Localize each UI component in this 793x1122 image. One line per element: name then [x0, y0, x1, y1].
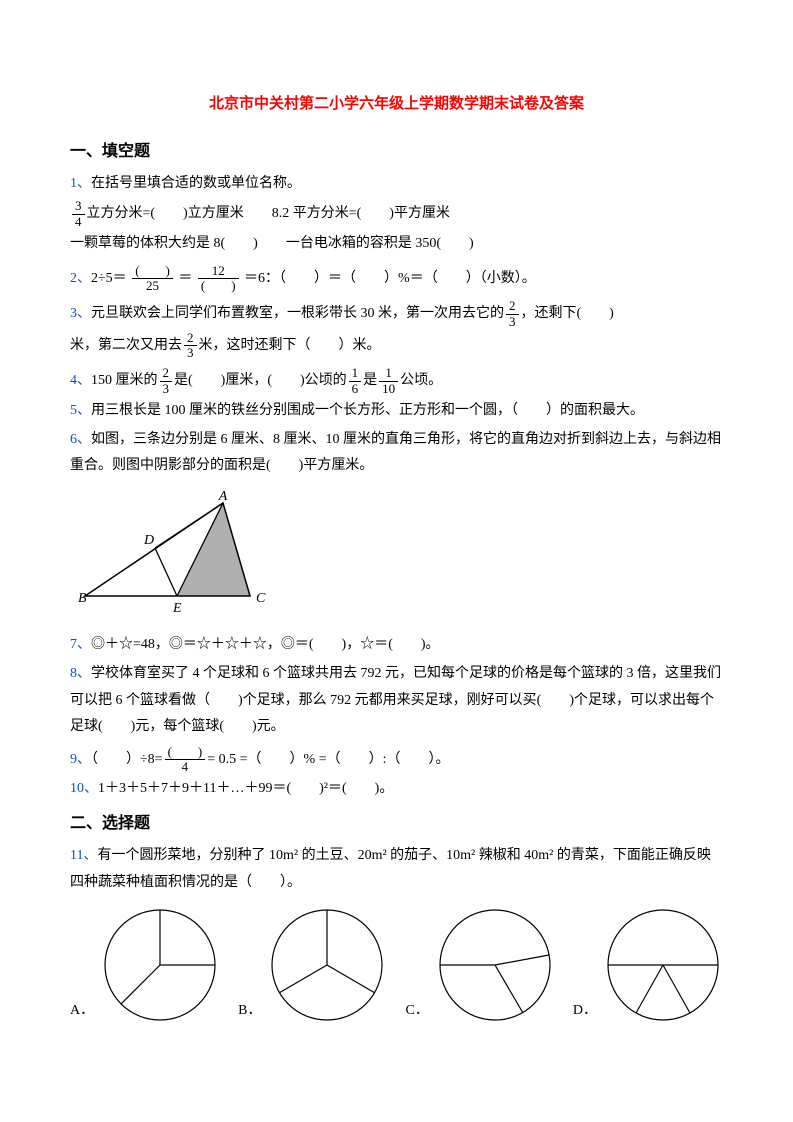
q8-number: 8、	[70, 666, 91, 681]
question-6: 6、如图，三条边分别是 6 厘米、8 厘米、10 厘米的直角三角形，将它的直角边…	[70, 427, 723, 480]
q5-number: 5、	[70, 403, 91, 418]
q9-b: = 0.5 =（ ）% =（ ）:（ ）。	[207, 752, 449, 767]
option-d-label: D．	[573, 998, 597, 1025]
q10-number: 10、	[70, 781, 98, 796]
q11-options: A． B． C． D．	[70, 905, 723, 1025]
pie-c-icon	[435, 905, 555, 1025]
q3-number: 3、	[70, 306, 91, 321]
q3-frac1: 23	[506, 299, 519, 329]
q2-eq1: ＝	[178, 271, 192, 286]
question-2: 2、2÷5＝ ( )25 ＝ 12( ) ＝6：（ ）＝（ ）%＝（ ）（小数）…	[70, 264, 723, 294]
q4-frac2: 16	[349, 366, 362, 396]
svg-text:E: E	[172, 601, 182, 616]
option-a[interactable]: A．	[70, 905, 220, 1025]
q3-line2: 米，第二次又用去23米，这时还剩下（ ）米。	[70, 331, 723, 361]
option-c[interactable]: C．	[406, 905, 555, 1025]
section-2-heading: 二、选择题	[70, 809, 723, 839]
q3-line2a: 米，第二次又用去	[70, 338, 182, 353]
option-a-label: A．	[70, 998, 94, 1025]
q3-line2b: 米，这时还剩下（ ）米。	[199, 338, 381, 353]
question-9: 9、（ ）÷8=( )4= 0.5 =（ ）% =（ ）:（ ）。	[70, 745, 723, 775]
svg-text:B: B	[78, 591, 87, 606]
pie-d-icon	[603, 905, 723, 1025]
q10-text: 1＋3＋5＋7＋9＋11＋…＋99＝( )²＝( )。	[98, 781, 393, 796]
q7-number: 7、	[70, 637, 91, 652]
q3-line1a: 元旦联欢会上同学们布置教室，一根彩带长 30 米，第一次用去它的	[91, 306, 504, 321]
triangle-figure: A B C D E	[70, 488, 723, 629]
svg-text:D: D	[143, 533, 154, 548]
pie-a-icon	[100, 905, 220, 1025]
q8-text: 学校体育室买了 4 个足球和 6 个篮球共用去 792 元，已知每个足球的价格是…	[70, 666, 721, 734]
pie-b-icon	[267, 905, 387, 1025]
q1-number: 1、	[70, 176, 91, 191]
option-b[interactable]: B．	[238, 905, 387, 1025]
page-title: 北京市中关村第二小学六年级上学期数学期末试卷及答案	[70, 90, 723, 119]
q6-text: 如图，三条边分别是 6 厘米、8 厘米、10 厘米的直角三角形，将它的直角边对折…	[70, 432, 721, 474]
q11-text: 有一个圆形菜地，分别种了 10m² 的土豆、20m² 的茄子、10m² 辣椒和 …	[70, 848, 711, 890]
q2-rest: ＝6：（ ）＝（ ）%＝（ ）（小数）。	[244, 271, 536, 286]
q1-line3: 一颗草莓的体积大约是 8( ) 一台电冰箱的容积是 350( )	[70, 231, 723, 258]
q7-text: ◎＋☆=48，◎＝☆＋☆＋☆，◎＝( )，☆＝( )。	[91, 637, 440, 652]
q1-text: 在括号里填合适的数或单位名称。	[91, 176, 301, 191]
q4-frac3: 110	[379, 366, 398, 396]
q1-line2-text: 立方分米=( )立方厘米 8.2 平方分米=( )平方厘米	[87, 207, 450, 222]
question-3: 3、元旦联欢会上同学们布置教室，一根彩带长 30 米，第一次用去它的23，还剩下…	[70, 299, 723, 329]
q3-line1b: ，还剩下( )	[521, 306, 614, 321]
option-c-label: C．	[406, 998, 429, 1025]
q2-number: 2、	[70, 271, 91, 286]
q1-line2: 34立方分米=( )立方厘米 8.2 平方分米=( )平方厘米	[70, 199, 723, 229]
q4-c: 是	[363, 373, 377, 388]
q2-pre: 2÷5＝	[91, 271, 127, 286]
q4-a: 150 厘米的	[91, 373, 158, 388]
q11-number: 11、	[70, 848, 97, 863]
q4-number: 4、	[70, 373, 91, 388]
q3-frac2: 23	[184, 331, 197, 361]
q9-number: 9、	[70, 752, 91, 767]
svg-text:C: C	[256, 591, 266, 606]
q4-b: 是( )厘米，( )公顷的	[174, 373, 347, 388]
option-b-label: B．	[238, 998, 261, 1025]
section-1-heading: 一、填空题	[70, 137, 723, 167]
question-11: 11、有一个圆形菜地，分别种了 10m² 的土豆、20m² 的茄子、10m² 辣…	[70, 843, 723, 896]
question-4: 4、150 厘米的23是( )厘米，( )公顷的16是110公顷。	[70, 366, 723, 396]
q1-frac1: 34	[72, 199, 85, 229]
q2-frac2: 12( )	[198, 264, 239, 294]
q6-number: 6、	[70, 432, 91, 447]
q9-a: （ ）÷8=	[91, 752, 163, 767]
question-8: 8、学校体育室买了 4 个足球和 6 个篮球共用去 792 元，已知每个足球的价…	[70, 661, 723, 741]
q4-d: 公顷。	[400, 373, 442, 388]
q2-frac1: ( )25	[132, 264, 173, 294]
question-1: 1、在括号里填合适的数或单位名称。	[70, 171, 723, 198]
option-d[interactable]: D．	[573, 905, 723, 1025]
q9-frac: ( )4	[165, 745, 206, 775]
q5-text: 用三根长是 100 厘米的铁丝分别围成一个长方形、正方形和一个圆，（ ）的面积最…	[91, 403, 644, 418]
question-7: 7、◎＋☆=48，◎＝☆＋☆＋☆，◎＝( )，☆＝( )。	[70, 632, 723, 659]
question-10: 10、1＋3＋5＋7＋9＋11＋…＋99＝( )²＝( )。	[70, 776, 723, 803]
svg-text:A: A	[218, 489, 228, 504]
q4-frac1: 23	[160, 366, 173, 396]
question-5: 5、用三根长是 100 厘米的铁丝分别围成一个长方形、正方形和一个圆，（ ）的面…	[70, 398, 723, 425]
